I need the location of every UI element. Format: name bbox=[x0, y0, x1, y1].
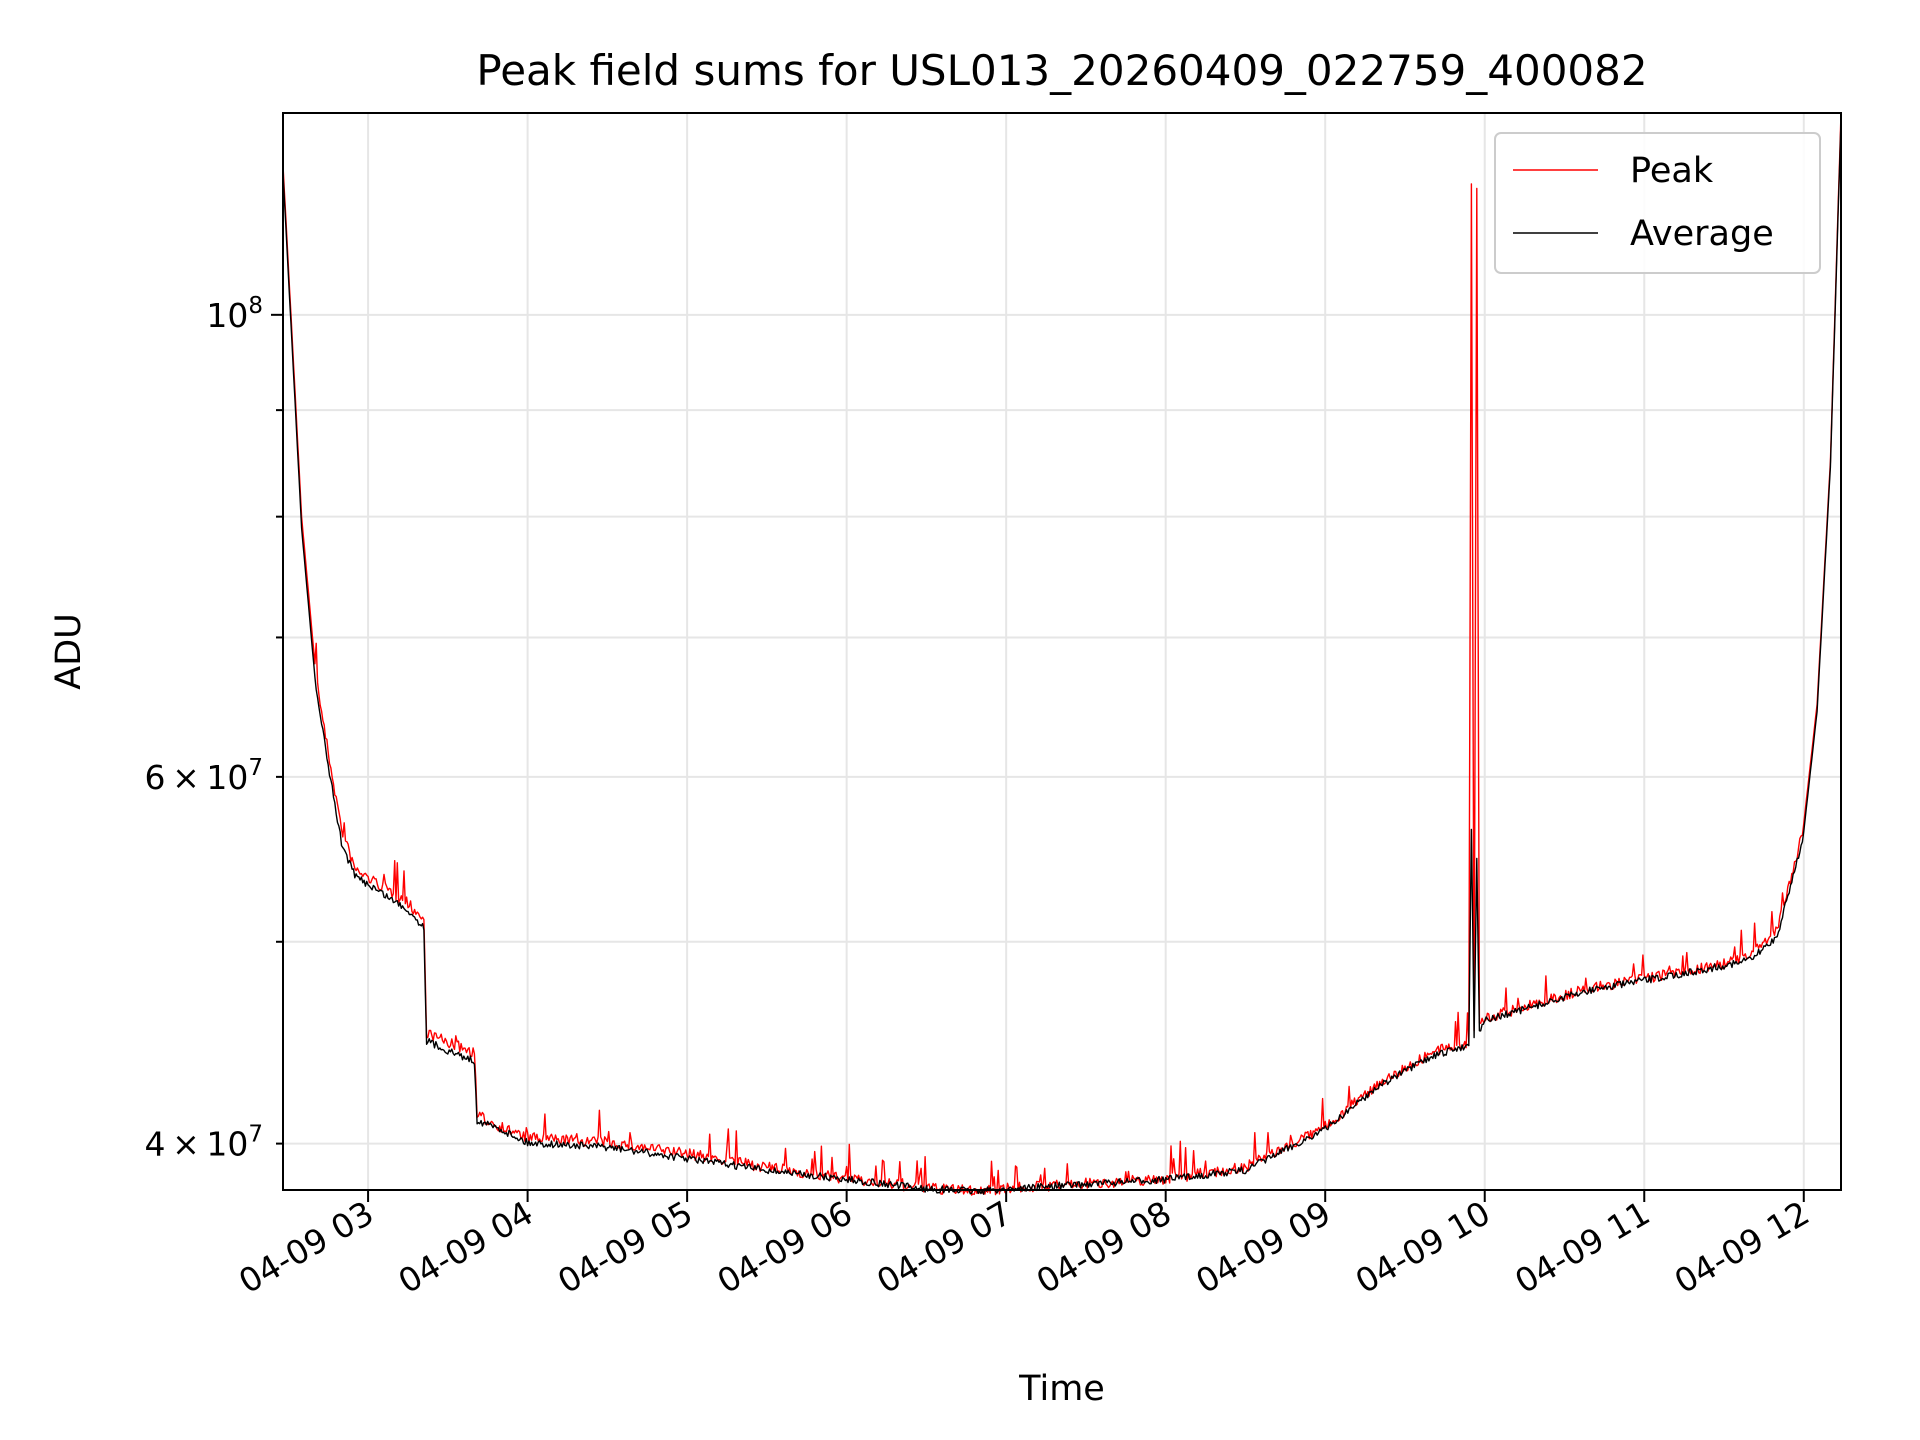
series-group bbox=[282, 112, 1842, 1196]
y-axis-label: ADU bbox=[49, 613, 89, 690]
legend-box bbox=[1494, 132, 1821, 274]
series-line-average bbox=[282, 120, 1842, 1195]
legend-label-peak: Peak bbox=[1630, 151, 1714, 191]
y-tick-label: 4 × 107 bbox=[145, 1122, 263, 1164]
y-tick-label: 108 bbox=[206, 293, 263, 335]
plot-frame bbox=[282, 112, 1842, 1191]
y-tick-label: 6 × 107 bbox=[145, 755, 263, 797]
grid bbox=[283, 113, 1841, 1190]
legend-label-average: Average bbox=[1630, 214, 1774, 254]
chart-title: Peak field sums for USL013_20260409_0227… bbox=[476, 46, 1647, 95]
x-axis-label: Time bbox=[1018, 1369, 1105, 1409]
legend: Peak Average bbox=[1494, 132, 1821, 274]
